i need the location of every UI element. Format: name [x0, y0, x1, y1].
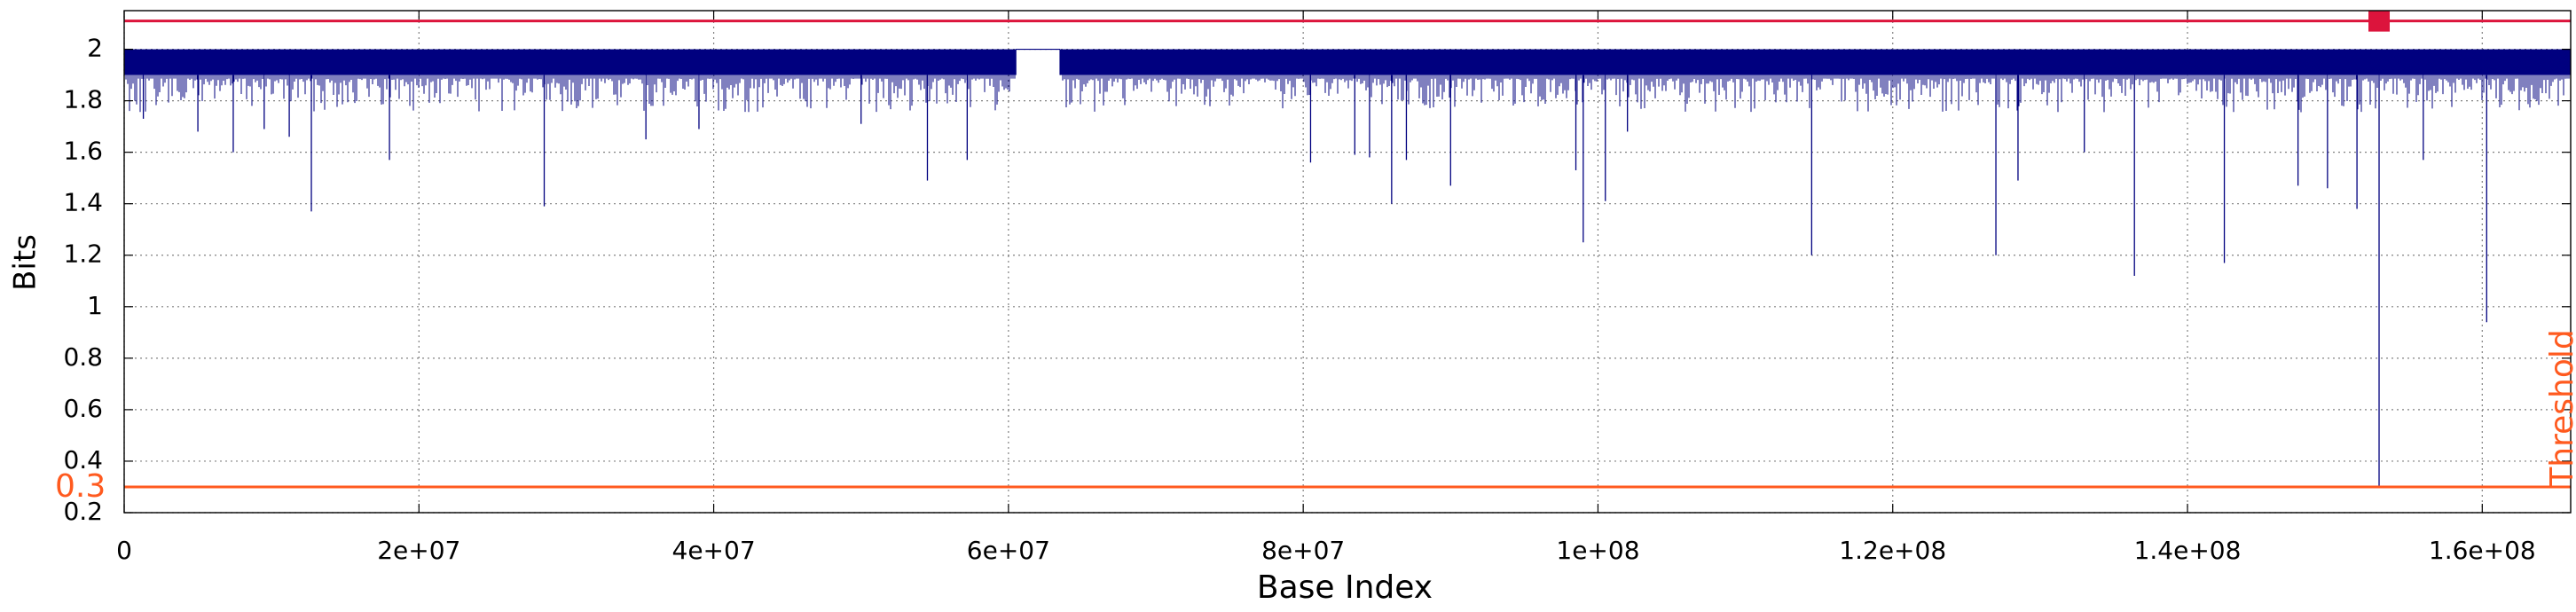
reference-layer [124, 10, 2571, 489]
plot-frame [123, 10, 2572, 514]
y-tick-label: 1 [87, 291, 103, 320]
data-band-jagged-edge [123, 75, 2572, 113]
y-tick-label: 1.6 [63, 137, 103, 166]
x-tick-label: 1.2e+08 [1839, 536, 1946, 565]
axis-layer: 0.2 0.4 0.6 0.8 1 1.2 1.4 1.6 1.8 2 0 2e+07 4e+07 6e+… [63, 10, 2572, 565]
x-tick-label: 4e+07 [672, 536, 756, 565]
y-tick-label: 2 [87, 34, 103, 63]
y-tick-label: 0.6 [63, 394, 103, 423]
y-tick-label: 1.2 [63, 239, 103, 269]
marker-square [2368, 10, 2391, 32]
x-axis-label: Base Index [1257, 569, 1433, 606]
threshold-value-label: 0.3 [55, 468, 106, 505]
x-tick-label: 1.6e+08 [2429, 536, 2536, 565]
y-tick-label: 0.2 [63, 497, 103, 526]
series-layer [123, 48, 2572, 487]
x-tick-label: 1e+08 [1556, 536, 1639, 565]
y-tick-label: 0.4 [63, 445, 103, 475]
x-tick-label: 6e+07 [967, 536, 1050, 565]
y-tick-label: 0.8 [63, 342, 103, 372]
y-axis-label: Bits [8, 234, 43, 291]
data-band-right [1060, 49, 2571, 75]
data-band-left [124, 49, 1017, 75]
threshold-label: Threshold [2544, 329, 2576, 487]
x-tick-label: 2e+07 [377, 536, 460, 565]
x-tick-label: 8e+07 [1261, 536, 1345, 565]
y-tick-label: 1.8 [63, 85, 103, 114]
grid-layer [123, 11, 2571, 514]
x-tick-label: 0 [116, 536, 132, 565]
y-tick-label: 1.4 [63, 188, 103, 217]
x-tick-label: 1.4e+08 [2134, 536, 2242, 565]
